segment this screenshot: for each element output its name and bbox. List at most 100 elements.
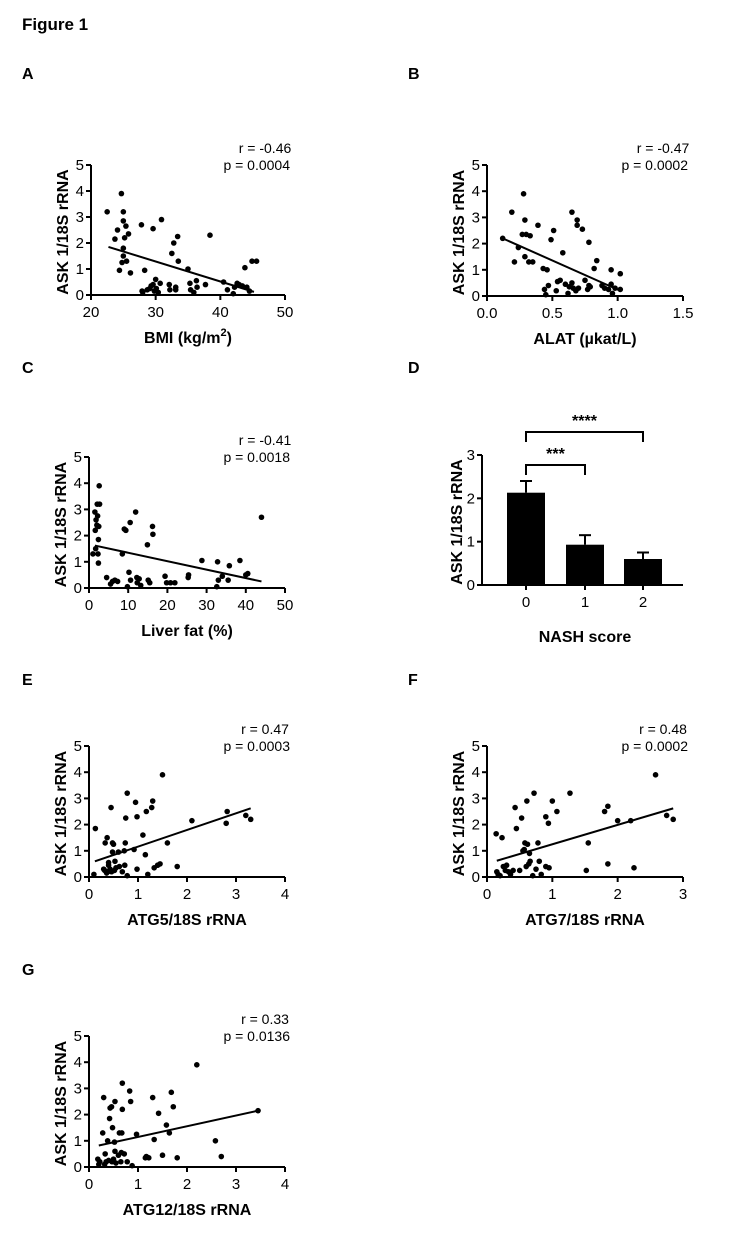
data-point bbox=[207, 232, 213, 238]
panel-label-d: D bbox=[408, 360, 420, 377]
x-axis-title: BMI (kg/m2) bbox=[144, 327, 232, 347]
y-tick-label: 5 bbox=[74, 1028, 82, 1045]
x-tick-label: 0 bbox=[85, 1176, 93, 1193]
data-point bbox=[226, 562, 233, 569]
data-point bbox=[663, 812, 670, 819]
data-point bbox=[122, 840, 129, 846]
data-point bbox=[199, 557, 205, 564]
data-point bbox=[218, 1153, 225, 1160]
data-point bbox=[92, 545, 99, 552]
data-point bbox=[104, 834, 110, 841]
data-point bbox=[158, 216, 165, 223]
regression-line bbox=[98, 1109, 259, 1147]
data-point bbox=[605, 861, 611, 867]
x-tick-label: 50 bbox=[277, 304, 294, 321]
x-tick-label: 3 bbox=[679, 886, 687, 903]
data-point bbox=[544, 267, 550, 273]
data-point bbox=[497, 872, 503, 879]
data-point bbox=[124, 1158, 131, 1165]
data-point bbox=[543, 813, 549, 820]
y-tick-label: 4 bbox=[76, 183, 84, 200]
significance-label: *** bbox=[546, 446, 565, 463]
data-point bbox=[194, 284, 200, 291]
data-point bbox=[567, 790, 573, 796]
data-point bbox=[587, 284, 594, 290]
y-axis-title: ASK 1/18S rRNA bbox=[53, 750, 70, 876]
data-point bbox=[132, 509, 139, 515]
data-point bbox=[119, 1080, 126, 1086]
data-point bbox=[215, 577, 222, 583]
data-point bbox=[516, 867, 523, 874]
figure-title: Figure 1 bbox=[22, 15, 89, 34]
data-point bbox=[535, 840, 541, 846]
data-point bbox=[113, 1160, 119, 1166]
data-point bbox=[159, 772, 166, 778]
data-point bbox=[224, 808, 230, 815]
data-point bbox=[193, 277, 200, 284]
panel-label-c: C bbox=[22, 360, 34, 377]
y-tick-label: 0 bbox=[74, 580, 82, 597]
data-point bbox=[121, 1151, 128, 1157]
y-tick-label: 3 bbox=[472, 209, 480, 226]
data-point bbox=[134, 813, 140, 820]
data-point bbox=[151, 1136, 157, 1143]
data-point bbox=[545, 820, 552, 827]
y-tick-label: 2 bbox=[472, 817, 480, 834]
bar bbox=[624, 559, 662, 585]
data-point bbox=[174, 863, 180, 870]
y-tick-label: 3 bbox=[472, 790, 480, 807]
p-value: p = 0.0002 bbox=[621, 738, 688, 754]
x-axis-title-main: BMI (kg/m bbox=[144, 330, 220, 347]
y-tick-label: 2 bbox=[472, 236, 480, 253]
data-point bbox=[536, 858, 543, 865]
data-point bbox=[247, 816, 254, 823]
data-point bbox=[96, 523, 102, 530]
data-point bbox=[134, 866, 140, 872]
regression-line bbox=[94, 807, 252, 863]
correlation-r: r = -0.41 bbox=[239, 432, 292, 448]
x-axis-title-end: ) bbox=[227, 330, 232, 347]
data-point bbox=[185, 572, 192, 578]
data-point bbox=[157, 861, 163, 867]
data-point bbox=[91, 871, 97, 878]
regression-line bbox=[502, 237, 621, 292]
data-point bbox=[140, 832, 146, 838]
data-point bbox=[133, 1131, 140, 1138]
data-point bbox=[617, 270, 624, 277]
data-point bbox=[109, 1124, 116, 1131]
data-point bbox=[258, 514, 265, 521]
data-point bbox=[102, 840, 108, 846]
data-point bbox=[127, 1098, 134, 1105]
data-point bbox=[118, 1158, 124, 1165]
y-tick-label: 1 bbox=[472, 262, 480, 279]
panel-label-a: A bbox=[22, 66, 34, 83]
regression-line bbox=[496, 807, 674, 862]
data-point bbox=[112, 1098, 118, 1105]
data-point bbox=[122, 815, 129, 821]
significance-label: **** bbox=[572, 413, 598, 430]
data-point bbox=[219, 573, 226, 580]
y-tick-label: 5 bbox=[74, 449, 82, 466]
data-point bbox=[149, 1094, 156, 1101]
data-point bbox=[529, 259, 536, 265]
y-tick-label: 5 bbox=[76, 157, 84, 174]
data-point bbox=[164, 840, 171, 846]
x-tick-label: 1.0 bbox=[607, 305, 628, 322]
x-tick-label: 50 bbox=[277, 597, 294, 614]
y-tick-label: 3 bbox=[467, 447, 475, 464]
x-tick-label: 30 bbox=[147, 304, 164, 321]
data-point bbox=[163, 579, 170, 586]
data-point bbox=[136, 576, 142, 582]
x-axis-title: ATG7/18S rRNA bbox=[525, 912, 645, 929]
data-point bbox=[126, 569, 132, 576]
data-point bbox=[96, 483, 102, 489]
data-point bbox=[114, 578, 121, 585]
data-point bbox=[112, 858, 118, 865]
data-point bbox=[545, 282, 552, 289]
data-point bbox=[139, 289, 146, 296]
data-point bbox=[194, 1062, 200, 1068]
y-tick-label: 4 bbox=[74, 475, 82, 492]
correlation-r: r = -0.46 bbox=[239, 140, 292, 156]
